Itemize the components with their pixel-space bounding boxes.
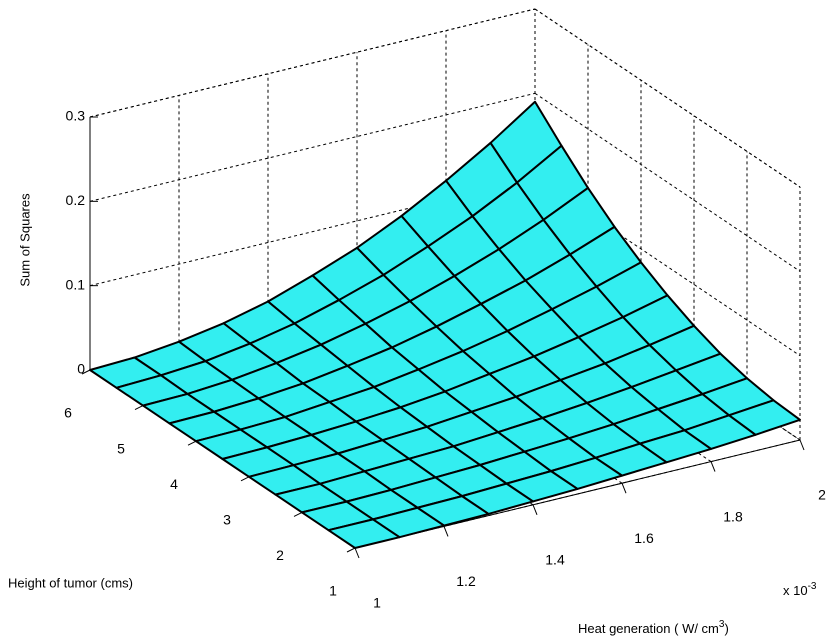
x-tick-label: 1.2 <box>456 573 476 589</box>
y-axis-label: Height of tumor (cms) <box>8 575 133 590</box>
y-tick-label: 6 <box>64 405 72 421</box>
x-tick-label: 1.8 <box>723 508 743 524</box>
y-tick-label: 3 <box>223 512 231 528</box>
x-multiplier: x 10-3 <box>783 581 817 599</box>
z-axis-label: Sum of Squares <box>17 193 32 287</box>
y-tick <box>240 476 250 482</box>
y-tick <box>346 547 356 553</box>
x-tick-label: 1.6 <box>634 530 654 546</box>
x-multiplier-base: x 10 <box>783 583 808 598</box>
x-tick <box>710 461 716 472</box>
z-tick-label: 0 <box>77 361 85 377</box>
grid-line <box>89 8 536 118</box>
x-tick-label: 1.4 <box>545 552 565 568</box>
y-tick-label: 1 <box>329 583 337 599</box>
x-axis-label-end: ) <box>724 621 728 636</box>
x-tick <box>354 547 360 559</box>
z-tick-label: 0.1 <box>66 276 86 292</box>
x-tick-label: 2 <box>818 487 826 503</box>
grid-line <box>534 177 801 357</box>
grid-line <box>89 92 536 202</box>
x-multiplier-exp: -3 <box>808 581 817 592</box>
x-tick <box>799 439 805 451</box>
y-tick <box>293 511 303 517</box>
surface-patch <box>327 518 401 549</box>
x-axis-label-sup: 3 <box>719 619 725 630</box>
grid-line <box>89 177 536 287</box>
grid-line <box>534 92 801 272</box>
x-tick-label: 1 <box>373 595 381 611</box>
y-tick-label: 4 <box>170 476 178 492</box>
x-tick <box>532 504 538 515</box>
y-tick <box>187 440 197 446</box>
y-tick-label: 2 <box>276 547 284 563</box>
x-axis-label-main: Heat generation ( W/ cm <box>578 621 719 636</box>
y-tick-label: 5 <box>117 440 125 456</box>
y-tick <box>134 405 144 411</box>
grid-line <box>534 8 801 188</box>
z-tick-label: 0.3 <box>66 108 86 124</box>
x-tick <box>621 483 627 494</box>
y-tick <box>81 369 91 375</box>
x-tick <box>443 526 449 537</box>
z-tick-label: 0.2 <box>66 192 86 208</box>
x-axis-label: Heat generation ( W/ cm3) <box>578 619 729 637</box>
